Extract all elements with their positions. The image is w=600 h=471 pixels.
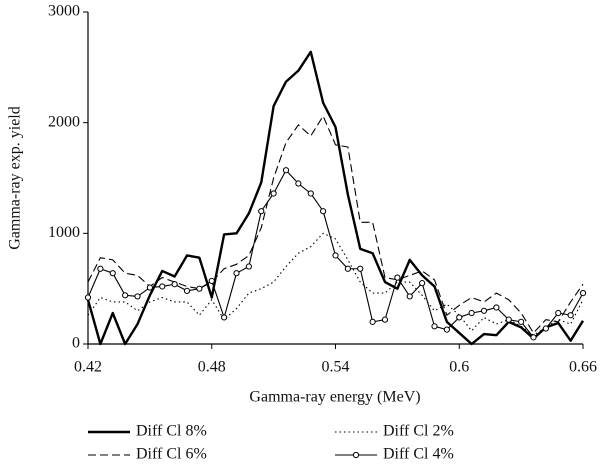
series-marker: [332, 252, 339, 259]
series-marker: [493, 304, 500, 311]
series-marker: [97, 265, 104, 272]
x-tick-label: 0.42: [74, 359, 102, 376]
series-marker: [480, 307, 488, 314]
x-tick-label: 0.6: [449, 359, 469, 376]
series-marker: [320, 208, 327, 215]
series-marker: [233, 270, 240, 277]
series-marker: [394, 274, 401, 281]
series-line: [86, 50, 585, 346]
series-marker: [406, 293, 413, 300]
x-tick-label: 0.48: [198, 359, 226, 376]
series-marker: [146, 284, 153, 291]
series-marker: [245, 263, 252, 270]
legend-label: Diff Cl 6%: [136, 446, 207, 463]
series-marker: [530, 334, 537, 341]
series-marker: [109, 270, 116, 277]
series-marker: [443, 326, 450, 333]
series-marker: [468, 309, 475, 317]
series-marker: [208, 277, 215, 285]
legend-marker: [352, 451, 360, 459]
y-tick-label: 2000: [48, 113, 80, 130]
series-marker: [295, 180, 302, 187]
series-marker: [357, 265, 364, 272]
series-marker: [183, 287, 191, 294]
legend-label: Diff Cl 8%: [136, 423, 207, 440]
series-marker: [84, 294, 92, 301]
series-marker: [381, 316, 389, 323]
series-line: [87, 115, 584, 334]
series-line: [87, 232, 584, 336]
y-tick-label: 1000: [48, 224, 80, 241]
series-marker: [567, 312, 574, 319]
series-marker: [171, 281, 178, 288]
series-marker: [258, 208, 265, 215]
y-axis-label: Gamma-ray exp. yield: [7, 106, 24, 250]
series-marker: [555, 309, 562, 317]
x-tick-label: 0.66: [569, 359, 597, 376]
series-marker: [134, 293, 141, 300]
series-marker: [270, 190, 277, 197]
y-tick-label: 3000: [48, 3, 80, 20]
series-marker: [518, 318, 525, 325]
y-tick-label: 0: [72, 335, 80, 352]
series-marker: [307, 190, 314, 197]
series-marker: [344, 265, 351, 272]
legend-label: Diff Cl 4%: [383, 446, 454, 463]
legend-label: Diff Cl 2%: [383, 423, 454, 440]
series-marker: [282, 167, 290, 174]
series-marker: [456, 314, 463, 321]
series-marker: [579, 289, 587, 297]
series-marker: [419, 280, 426, 287]
series-marker: [122, 292, 129, 299]
series-marker: [196, 285, 203, 292]
x-axis-label: Gamma-ray energy (MeV): [249, 389, 420, 406]
series-marker: [369, 318, 376, 325]
x-tick-label: 0.54: [322, 359, 350, 376]
series-marker: [159, 283, 166, 290]
series-marker: [431, 323, 438, 330]
series-marker: [505, 316, 512, 323]
series-marker: [221, 314, 228, 321]
series-marker: [542, 325, 549, 332]
